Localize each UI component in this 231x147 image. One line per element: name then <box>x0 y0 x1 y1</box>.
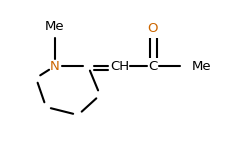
Text: CH: CH <box>110 60 130 72</box>
Text: O: O <box>148 21 158 35</box>
Text: Me: Me <box>45 20 65 32</box>
Text: Me: Me <box>192 60 212 72</box>
Text: C: C <box>148 60 158 72</box>
Text: N: N <box>50 60 60 72</box>
